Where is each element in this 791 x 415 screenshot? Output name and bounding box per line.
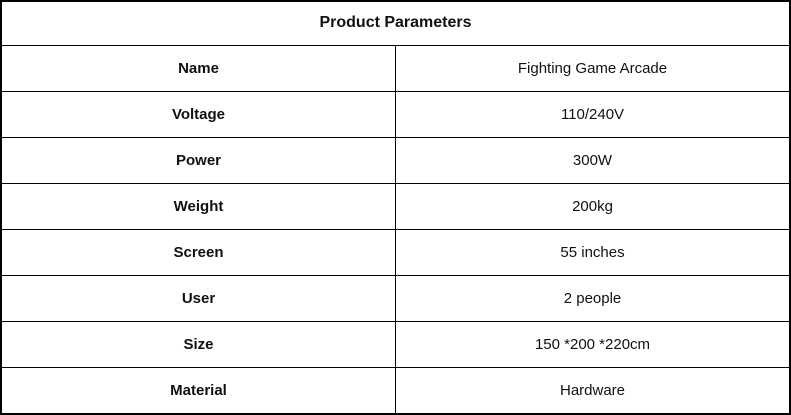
- table-title: Product Parameters: [0, 0, 791, 46]
- table-row-user: User 2 people: [0, 275, 791, 323]
- row-label: User: [0, 275, 396, 323]
- table-row-size: Size 150 *200 *220cm: [0, 321, 791, 369]
- row-label: Power: [0, 136, 396, 184]
- table-row-material: Material Hardware: [0, 367, 791, 415]
- row-value: Fighting Game Arcade: [395, 44, 791, 92]
- row-value: Hardware: [395, 367, 791, 415]
- row-value: 300W: [395, 136, 791, 184]
- row-value: 2 people: [395, 275, 791, 323]
- row-value: 200kg: [395, 182, 791, 231]
- row-label: Material: [0, 367, 396, 415]
- row-value: 150 *200 *220cm: [395, 321, 791, 369]
- row-value: 55 inches: [395, 228, 791, 277]
- table-row-power: Power 300W: [0, 136, 791, 184]
- row-label: Size: [0, 321, 396, 369]
- row-label: Weight: [0, 182, 396, 231]
- table-title-row: Product Parameters: [0, 0, 791, 46]
- table-row-name: Name Fighting Game Arcade: [0, 44, 791, 92]
- table-row-weight: Weight 200kg: [0, 182, 791, 231]
- row-label: Name: [0, 44, 396, 92]
- table-row-screen: Screen 55 inches: [0, 228, 791, 277]
- row-label: Screen: [0, 228, 396, 277]
- row-value: 110/240V: [395, 90, 791, 138]
- row-label: Voltage: [0, 90, 396, 138]
- table-row-voltage: Voltage 110/240V: [0, 90, 791, 138]
